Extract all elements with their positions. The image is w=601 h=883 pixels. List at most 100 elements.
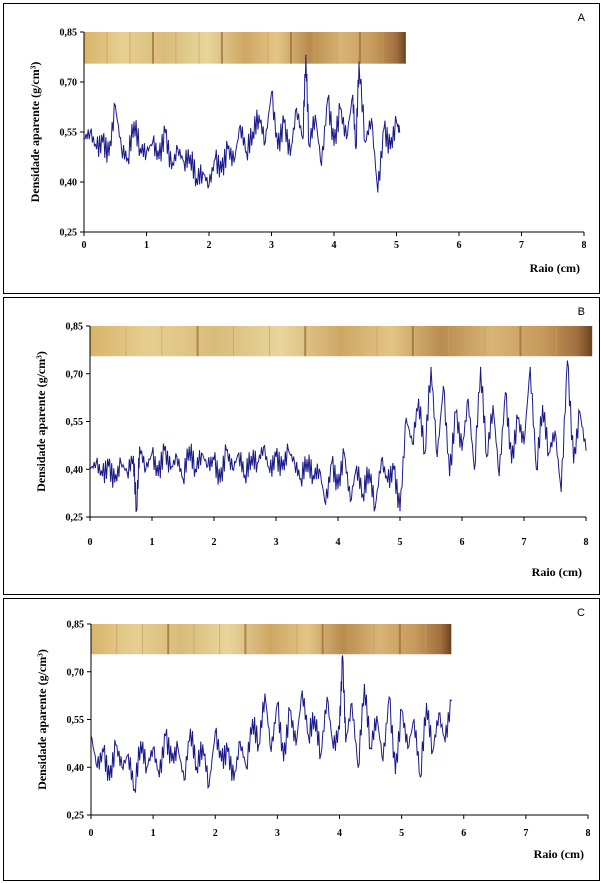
y-axis-title: Densidade aparente (g/cm³) — [35, 649, 49, 790]
data-point — [90, 734, 92, 737]
data-point — [327, 98, 329, 100]
x-tick-label: 3 — [275, 828, 280, 839]
data-point — [202, 171, 204, 173]
data-point — [95, 462, 97, 464]
data-point — [511, 462, 513, 464]
data-point — [208, 785, 210, 787]
chart-svg: 0,25 0,40 0,55 0,70 0,85 0 1 2 3 4 5 6 7 8 Raio (cm) De… — [34, 322, 593, 579]
data-point — [548, 452, 550, 454]
data-point — [263, 446, 265, 448]
x-tick-label: 2 — [213, 828, 218, 839]
data-point — [171, 760, 173, 762]
data-point — [258, 744, 260, 746]
data-point — [95, 148, 98, 150]
data-point — [214, 731, 216, 733]
data-point — [498, 475, 500, 477]
data-point — [432, 750, 434, 752]
y-tick-label: 0,40 — [60, 178, 78, 189]
data-point — [382, 760, 384, 762]
data-point — [389, 148, 391, 150]
x-tick-label: 2 — [212, 537, 217, 548]
data-point — [114, 481, 116, 483]
data-point — [201, 452, 203, 454]
y-tick-label: 0,85 — [60, 28, 78, 39]
data-point — [233, 161, 235, 163]
data-point — [264, 141, 266, 143]
x-axis-title: Raio (cm) — [534, 847, 584, 861]
data-point — [449, 475, 451, 477]
data-point — [89, 131, 91, 133]
data-point — [480, 366, 482, 368]
x-tick-label: 5 — [399, 828, 404, 839]
data-point — [269, 471, 271, 474]
y-tick-label: 0,25 — [67, 811, 85, 822]
data-point — [281, 468, 283, 470]
x-tick-label: 7 — [522, 537, 527, 548]
data-point — [194, 468, 196, 470]
data-point — [517, 417, 519, 419]
data-point — [207, 465, 209, 467]
data-point — [239, 124, 241, 126]
data-point — [331, 462, 333, 464]
data-point — [277, 148, 279, 150]
x-tick-label: 1 — [150, 537, 155, 548]
data-point — [170, 468, 172, 470]
x-tick-label: 6 — [461, 828, 466, 839]
data-point — [461, 449, 463, 451]
data-point — [362, 494, 364, 496]
data-point — [442, 385, 444, 388]
x-tick-label: 0 — [88, 537, 93, 548]
data-point — [121, 766, 123, 768]
data-point — [239, 741, 241, 743]
data-point — [232, 468, 234, 470]
data-point — [287, 449, 289, 451]
data-point — [585, 449, 587, 451]
data-point — [419, 776, 421, 778]
data-point — [560, 490, 562, 493]
y-tick-label: 0,70 — [67, 667, 85, 678]
data-point — [152, 141, 154, 143]
data-point — [320, 753, 322, 756]
data-point — [170, 168, 173, 170]
data-point — [554, 430, 556, 432]
x-tick-label: 8 — [584, 537, 589, 548]
data-point — [318, 468, 320, 470]
data-point — [450, 699, 452, 701]
data-point — [337, 487, 339, 489]
data-point — [333, 144, 335, 146]
x-axis-title: Raio (cm) — [532, 565, 582, 579]
data-point — [101, 475, 103, 477]
data-point — [264, 693, 266, 695]
panel-letter: C — [577, 607, 585, 619]
data-point — [196, 766, 198, 768]
data-point — [227, 750, 229, 752]
data-point — [351, 702, 353, 705]
data-point — [413, 718, 415, 721]
y-tick-label: 0,55 — [66, 417, 84, 428]
data-point — [164, 734, 167, 737]
data-point — [282, 760, 285, 762]
data-point — [208, 184, 210, 186]
data-point — [152, 747, 154, 749]
data-point — [202, 744, 204, 746]
data-point — [455, 411, 457, 413]
data-point — [177, 148, 179, 150]
data-point — [312, 475, 314, 477]
data-point — [126, 471, 128, 474]
data-point — [542, 404, 544, 407]
data-point — [325, 503, 327, 505]
data-point — [368, 468, 370, 470]
data-point — [436, 455, 438, 458]
data-point — [133, 121, 135, 123]
data-point — [345, 741, 347, 743]
data-point — [115, 744, 117, 746]
data-point — [275, 455, 277, 458]
data-point — [566, 360, 569, 362]
data-point — [380, 459, 382, 461]
y-tick-label: 0,55 — [60, 128, 78, 139]
data-point — [140, 741, 142, 743]
x-tick-label: 3 — [274, 537, 279, 548]
data-point — [399, 510, 401, 512]
data-point — [425, 702, 428, 705]
x-tick-label: 7 — [523, 828, 528, 839]
